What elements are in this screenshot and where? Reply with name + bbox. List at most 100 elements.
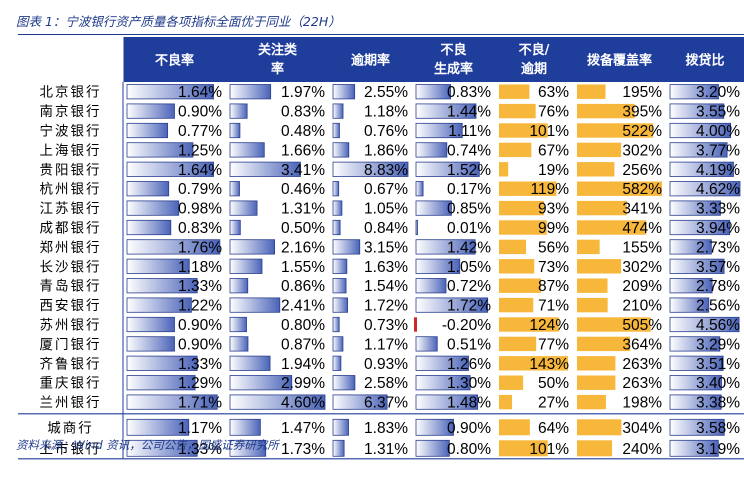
row-value-label: 0.87% (281, 336, 325, 353)
summary-value-label: 3.19% (696, 441, 740, 458)
row-bar (669, 394, 722, 410)
row-bar (332, 181, 340, 197)
row-value-label: 1.52% (447, 162, 491, 179)
row-value-label: 1.42% (447, 239, 491, 256)
row-value-label: 0.83% (281, 104, 325, 121)
figure-title: 图表 1：宁波银行资产质量各项指标全面优于同业（22H） (16, 14, 341, 29)
row-value-label: 1.22% (178, 298, 222, 315)
row-bar (415, 142, 448, 158)
row-value-label: 1.26% (447, 356, 491, 373)
row-value-label: 0.86% (281, 278, 325, 295)
summary-bar (415, 439, 450, 457)
title-rule (18, 34, 744, 35)
row-value-label: 56% (538, 239, 569, 256)
summary-bar (332, 439, 345, 457)
summary-bar (669, 418, 725, 436)
row-bar (499, 278, 541, 293)
row-bar (414, 317, 417, 332)
row-value-label: 302% (622, 259, 662, 276)
row-bar (669, 122, 732, 139)
row-value-label: 4.00% (696, 123, 740, 140)
row-bank-label: 西安银行 (40, 298, 102, 314)
row-bar (415, 219, 418, 236)
row-bar (229, 375, 293, 391)
summary-value-label: 1.17% (178, 420, 222, 437)
row-bar (669, 336, 721, 352)
row-bar (577, 297, 608, 313)
row-value-label: 1.17% (364, 336, 408, 353)
summary-value-label: 101% (529, 441, 569, 458)
row-value-label: 0.79% (178, 181, 222, 198)
row-value-label: 1.76% (178, 239, 222, 256)
row-bar (669, 258, 725, 274)
row-bank-label: 厦门银行 (40, 337, 102, 353)
summary-bar (577, 440, 613, 457)
row-value-label: 1.71% (178, 395, 222, 412)
column-header-npl_overdue: 逾期 (521, 61, 547, 77)
row-bank-label: 兰州银行 (40, 395, 102, 411)
row-bar (332, 103, 344, 119)
row-bar (577, 200, 627, 216)
row-value-label: 1.64% (178, 162, 222, 179)
row-bar (499, 239, 527, 255)
row-bar (669, 219, 731, 236)
row-value-label: 0.48% (281, 123, 325, 140)
row-value-label: 0.83% (178, 220, 222, 237)
header-band (123, 37, 744, 82)
row-bar (499, 394, 513, 410)
row-bar (669, 142, 728, 158)
row-value-label: 1.30% (447, 375, 491, 392)
row-value-label: 0.90% (178, 317, 222, 334)
row-bank-label: 青岛银行 (40, 279, 102, 295)
row-value-label: 0.98% (178, 201, 222, 218)
row-bank-label: 长沙银行 (40, 259, 102, 275)
row-value-label: 2.99% (281, 375, 325, 392)
row-bar (669, 181, 741, 197)
row-value-label: 0.85% (447, 201, 491, 218)
row-bar (332, 278, 347, 294)
row-bar (126, 142, 194, 158)
row-bar (415, 181, 424, 197)
row-value-label: 143% (529, 356, 569, 373)
row-value-label: 73% (538, 259, 569, 276)
row-value-label: 0.90% (178, 104, 222, 121)
row-bank-label: 宁波银行 (40, 123, 102, 140)
row-bar (229, 394, 326, 410)
row-value-label: 209% (622, 278, 662, 295)
row-value-label: 124% (529, 317, 569, 334)
row-bank-label: 南京银行 (40, 104, 102, 120)
row-value-label: 195% (622, 84, 662, 101)
row-value-label: 0.77% (178, 123, 222, 140)
row-bar (499, 375, 524, 390)
row-bar (669, 316, 740, 333)
summary-bar (669, 439, 719, 457)
row-bar (126, 375, 196, 391)
row-bar (332, 355, 342, 371)
row-value-label: 263% (622, 375, 662, 392)
row-bar (669, 355, 724, 371)
row-bar (415, 355, 469, 371)
row-value-label: 0.74% (447, 142, 491, 159)
row-value-label: 3.33% (696, 201, 740, 218)
row-bar (229, 336, 249, 352)
row-bar (669, 103, 725, 119)
row-value-label: 256% (622, 162, 662, 179)
summary-value-label: 0.90% (447, 420, 491, 437)
row-value-label: 198% (622, 395, 662, 412)
summary-value-label: 64% (538, 420, 569, 437)
row-value-label: 474% (622, 220, 662, 237)
row-value-label: 77% (538, 336, 569, 353)
row-bank-label: 贵阳银行 (40, 162, 102, 178)
row-value-label: 1.18% (364, 104, 408, 121)
row-bar (126, 394, 218, 410)
row-value-label: 364% (622, 336, 662, 353)
row-value-label: 2.55% (364, 84, 408, 101)
row-value-label: 1.86% (364, 142, 408, 159)
row-value-label: -0.20% (442, 317, 491, 334)
row-bar (415, 297, 489, 313)
row-bar (229, 142, 265, 158)
row-bar (126, 355, 198, 371)
row-bar (126, 103, 175, 119)
summary-bank-label: 城商行 (47, 420, 94, 436)
row-bar (577, 142, 622, 158)
